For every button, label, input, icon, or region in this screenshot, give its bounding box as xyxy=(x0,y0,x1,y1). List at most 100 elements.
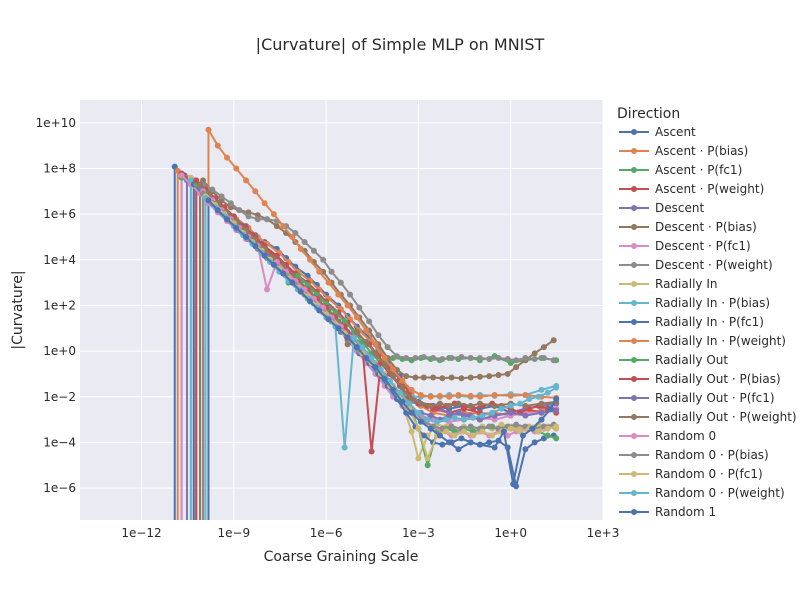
data-point[interactable] xyxy=(451,414,458,421)
data-point[interactable] xyxy=(350,334,357,341)
data-point[interactable] xyxy=(243,177,250,184)
data-point[interactable] xyxy=(547,405,554,412)
data-point[interactable] xyxy=(455,409,462,416)
data-point[interactable] xyxy=(553,395,560,402)
data-point[interactable] xyxy=(320,256,327,263)
data-point[interactable] xyxy=(467,392,474,399)
data-point[interactable] xyxy=(270,211,277,218)
data-point[interactable] xyxy=(467,374,474,381)
data-point[interactable] xyxy=(297,245,304,252)
data-point[interactable] xyxy=(531,439,538,446)
data-point[interactable] xyxy=(408,395,415,402)
data-point[interactable] xyxy=(458,375,465,382)
data-point[interactable] xyxy=(280,223,287,230)
data-point[interactable] xyxy=(243,233,250,240)
data-point[interactable] xyxy=(507,402,514,409)
data-point[interactable] xyxy=(233,165,240,172)
data-point[interactable] xyxy=(531,356,538,363)
legend-item[interactable]: Radially Out · P(bias) xyxy=(619,372,781,386)
data-point[interactable] xyxy=(316,307,323,314)
data-point[interactable] xyxy=(550,357,557,364)
data-point[interactable] xyxy=(448,354,455,361)
legend-item[interactable]: Random 0 · P(bias) xyxy=(619,448,769,462)
data-point[interactable] xyxy=(420,432,427,439)
legend-item[interactable]: Ascent · P(bias) xyxy=(619,144,748,158)
data-point[interactable] xyxy=(538,386,545,393)
data-point[interactable] xyxy=(498,405,505,412)
data-point[interactable] xyxy=(289,233,296,240)
data-point[interactable] xyxy=(476,393,483,400)
data-point[interactable] xyxy=(535,428,542,435)
data-point[interactable] xyxy=(427,425,434,432)
data-point[interactable] xyxy=(341,318,348,325)
data-point[interactable] xyxy=(399,377,406,384)
legend-item[interactable]: Descent xyxy=(619,201,704,215)
data-point[interactable] xyxy=(289,279,296,286)
legend-item[interactable]: Radially Out · P(fc1) xyxy=(619,391,775,405)
legend-item[interactable]: Descent · P(fc1) xyxy=(619,239,751,253)
data-point[interactable] xyxy=(491,444,498,451)
data-point[interactable] xyxy=(403,373,410,380)
data-point[interactable] xyxy=(507,425,514,432)
data-point[interactable] xyxy=(433,418,440,425)
data-point[interactable] xyxy=(553,384,560,391)
data-point[interactable] xyxy=(178,172,185,179)
data-point[interactable] xyxy=(205,197,212,204)
data-point[interactable] xyxy=(476,441,483,448)
data-point[interactable] xyxy=(439,441,446,448)
data-point[interactable] xyxy=(540,344,547,351)
data-point[interactable] xyxy=(273,223,280,230)
legend-item[interactable]: Ascent · P(fc1) xyxy=(619,163,742,177)
legend-item[interactable]: Ascent · P(weight) xyxy=(619,182,764,196)
data-point[interactable] xyxy=(526,395,533,402)
data-point[interactable] xyxy=(430,354,437,361)
data-point[interactable] xyxy=(254,216,261,223)
data-point[interactable] xyxy=(522,391,529,398)
data-point[interactable] xyxy=(245,213,252,220)
data-point[interactable] xyxy=(458,354,465,361)
data-point[interactable] xyxy=(337,279,344,286)
data-point[interactable] xyxy=(415,409,422,416)
data-point[interactable] xyxy=(233,224,240,231)
legend-item[interactable]: Descent · P(weight) xyxy=(619,258,773,272)
data-point[interactable] xyxy=(491,391,498,398)
data-point[interactable] xyxy=(443,416,450,423)
data-point[interactable] xyxy=(193,177,200,184)
data-point[interactable] xyxy=(460,428,467,435)
data-point[interactable] xyxy=(252,243,259,250)
data-point[interactable] xyxy=(439,375,446,382)
data-point[interactable] xyxy=(261,252,268,259)
data-point[interactable] xyxy=(553,407,560,414)
data-point[interactable] xyxy=(513,421,520,428)
data-point[interactable] xyxy=(390,386,397,393)
data-point[interactable] xyxy=(448,374,455,381)
data-point[interactable] xyxy=(316,268,323,275)
data-point[interactable] xyxy=(393,353,400,360)
data-point[interactable] xyxy=(372,364,379,371)
data-point[interactable] xyxy=(415,455,422,462)
data-point[interactable] xyxy=(353,328,360,335)
data-point[interactable] xyxy=(353,314,360,321)
data-point[interactable] xyxy=(436,432,443,439)
data-point[interactable] xyxy=(495,354,502,361)
data-point[interactable] xyxy=(399,398,406,405)
data-point[interactable] xyxy=(396,389,403,396)
data-point[interactable] xyxy=(470,414,477,421)
data-point[interactable] xyxy=(406,400,413,407)
data-point[interactable] xyxy=(403,354,410,361)
data-point[interactable] xyxy=(381,361,388,368)
data-point[interactable] xyxy=(544,425,551,432)
data-point[interactable] xyxy=(467,439,474,446)
data-point[interactable] xyxy=(325,279,332,286)
data-point[interactable] xyxy=(227,200,234,207)
data-point[interactable] xyxy=(381,354,388,361)
data-point[interactable] xyxy=(489,432,496,439)
data-point[interactable] xyxy=(280,270,287,277)
legend-item[interactable]: Descent · P(bias) xyxy=(619,220,757,234)
data-point[interactable] xyxy=(366,318,373,325)
data-point[interactable] xyxy=(467,354,474,361)
data-point[interactable] xyxy=(455,400,462,407)
data-point[interactable] xyxy=(197,181,204,188)
data-point[interactable] xyxy=(236,207,243,214)
legend-item[interactable]: Random 0 · P(weight) xyxy=(619,486,785,500)
